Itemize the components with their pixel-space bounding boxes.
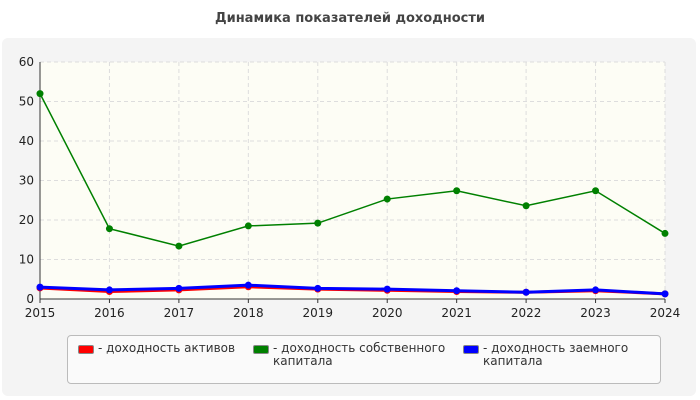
data-point [36,283,44,291]
series-line [39,93,666,247]
data-point [661,290,669,298]
x-tick-label: 2019 [303,306,334,320]
data-point [383,285,391,293]
x-tick-label: 2023 [580,306,611,320]
legend-item-assets: - доходность активов [78,342,235,355]
legend-swatch [78,345,94,354]
data-point [522,202,530,210]
chart-title: Динамика показателей доходности [215,11,485,26]
data-point [453,187,461,195]
legend-item-equity: - доходность собственного капитала [253,342,453,368]
x-tick-label: 2021 [441,306,472,320]
data-point [105,286,113,294]
legend-label: - доходность собственного капитала [273,341,446,368]
y-tick-label: 30 [19,174,34,188]
y-tick-label: 60 [19,55,34,69]
data-point [36,90,44,98]
data-point [383,195,391,203]
data-point [314,284,322,292]
data-point [592,286,600,294]
data-point [453,287,461,295]
data-point [175,242,183,250]
legend-swatch [253,345,269,354]
y-tick-label: 40 [19,134,34,148]
data-point [661,229,669,237]
data-point [314,219,322,227]
x-tick-label: 2016 [94,306,125,320]
x-tick-label: 2017 [164,306,195,320]
data-point [175,284,183,292]
data-point [592,187,600,195]
legend-swatch [463,345,479,354]
legend-label: - доходность активов [98,341,236,355]
x-tick-label: 2015 [25,306,56,320]
x-tick-label: 2024 [650,306,681,320]
x-tick-label: 2022 [511,306,542,320]
y-tick-label: 10 [19,253,34,267]
x-tick-label: 2018 [233,306,264,320]
data-point [244,222,252,230]
x-tick-label: 2020 [372,306,403,320]
legend-label: - доходность заемного капитала [483,341,629,368]
legend: - доходность активов - доходность собств… [67,335,661,384]
y-tick-label: 50 [19,95,34,109]
y-tick-label: 0 [26,292,34,306]
y-tick-label: 20 [19,213,34,227]
legend-item-debt: - доходность заемного капитала [463,342,653,368]
series-line [39,283,666,296]
data-point [105,225,113,233]
data-point [522,288,530,296]
data-point [244,281,252,289]
